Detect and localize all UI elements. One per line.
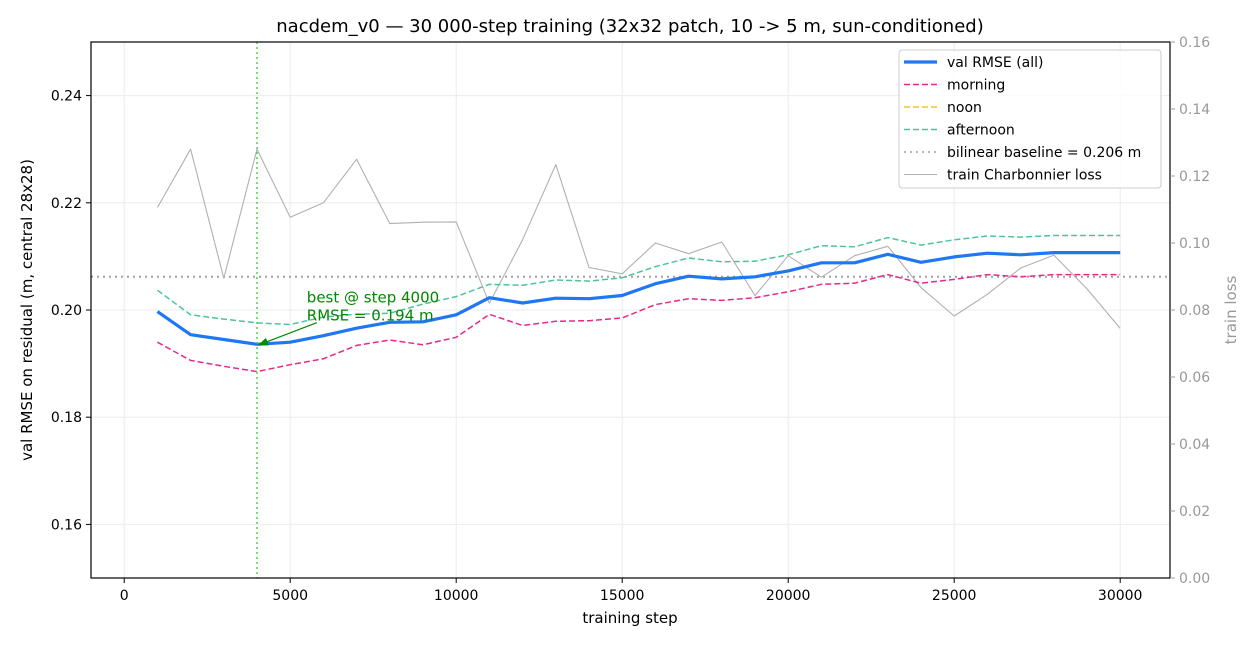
series-line-train-charbonnier-loss — [156, 148, 1121, 329]
grid — [91, 42, 1170, 578]
annotation-text-line: RMSE = 0.194 m — [307, 307, 434, 325]
x-tick-label: 30000 — [1098, 588, 1143, 604]
legend-label: noon — [947, 100, 982, 116]
series-line-morning — [157, 273, 1121, 373]
y-tick-label: 0.20 — [51, 303, 82, 319]
legend: val RMSE (all) morning noon afternoon biline… — [898, 49, 1162, 189]
y2-tick-label: 0.16 — [1179, 35, 1210, 51]
y-tick-label: 0.18 — [51, 410, 82, 426]
series-line-afternoon — [156, 234, 1121, 326]
annotation-text-line: best @ step 4000 — [307, 289, 439, 307]
x-tick-label: 20000 — [766, 588, 811, 604]
annotation-arrow — [258, 322, 318, 346]
x-tick-label: 25000 — [932, 588, 977, 604]
axes: 0 5000 10000 15000 20000 25000 30000 0.16 0.18 0.… — [51, 35, 1210, 604]
y2-tick-label: 0.12 — [1179, 169, 1210, 185]
legend-label: afternoon — [947, 123, 1015, 139]
legend-box — [898, 49, 1162, 189]
y2-tick-label: 0.10 — [1179, 236, 1210, 252]
y2-tick-label: 0.02 — [1179, 504, 1210, 520]
y-axis-label: val RMSE on residual (m, central 28x28) — [18, 159, 36, 461]
chart-title: nacdem_v0 — 30 000-step training (32x32 … — [276, 16, 983, 37]
y-tick-label: 0.24 — [51, 89, 82, 105]
legend-label: train Charbonnier loss — [947, 168, 1102, 184]
y-tick-label: 0.22 — [51, 196, 82, 212]
legend-label: val RMSE (all) — [947, 55, 1043, 71]
x-tick-label: 10000 — [434, 588, 479, 604]
series-line-val-rmse-all- — [156, 251, 1121, 346]
legend-label: morning — [947, 78, 1005, 94]
x-tick-label: 15000 — [600, 588, 645, 604]
y2-tick-label: 0.04 — [1179, 437, 1210, 453]
legend-label: bilinear baseline = 0.206 m — [947, 145, 1141, 161]
y-tick-label: 0.16 — [51, 517, 82, 533]
series-layer — [156, 148, 1121, 373]
y2-tick-label: 0.06 — [1179, 370, 1210, 386]
y2-axis-label: train loss — [1222, 275, 1240, 344]
x-axis-label: training step — [582, 609, 677, 627]
y2-tick-label: 0.00 — [1179, 571, 1210, 587]
x-tick-label: 0 — [120, 588, 129, 604]
y2-tick-label: 0.14 — [1179, 102, 1210, 118]
x-tick-label: 5000 — [272, 588, 308, 604]
y2-tick-label: 0.08 — [1179, 303, 1210, 319]
